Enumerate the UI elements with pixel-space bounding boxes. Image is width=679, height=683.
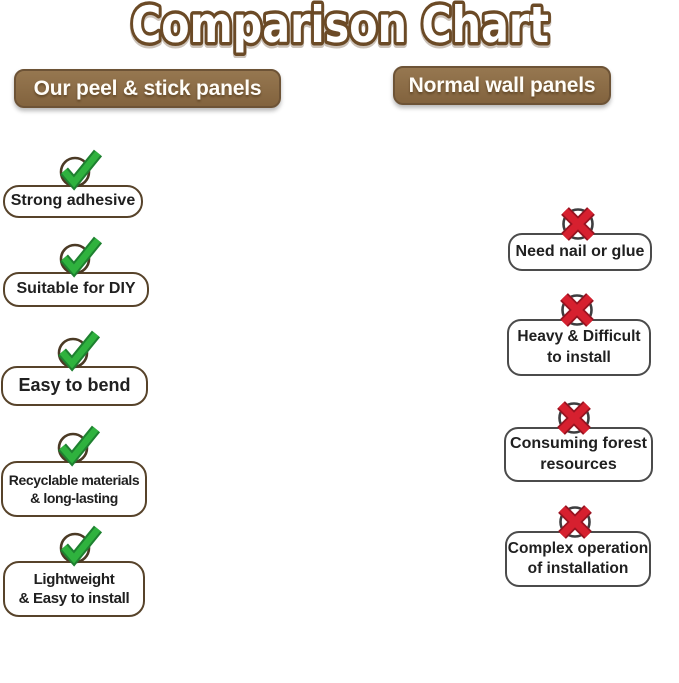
feature-item-recyclable: Recyclable materials & long-lasting [1,461,147,517]
bed-headboard [240,367,323,517]
left-column-header-label: Our peel & stick panels [33,76,262,100]
left-column-header: Our peel & stick panels [14,69,281,108]
check-icon [54,425,100,467]
bed [150,445,323,617]
feature-item-lightweight: Lightweight & Easy to install [3,561,145,617]
feature-item-easy-to-bend: Easy to bend [1,366,148,406]
weathered-wood-photo [333,108,534,674]
drawback-item-consuming-forest: Consuming forest resources [504,427,653,482]
drawback-label: Consuming forest resources [510,434,647,473]
check-icon [56,236,102,278]
drawback-label: Heavy & Difficult to install [517,328,641,366]
page-title: Comparison Chart Comparison Chart [127,0,553,58]
pendant-light [146,136,203,395]
right-column-header: Normal wall panels [393,66,611,105]
feature-label: Suitable for DIY [16,280,136,298]
feature-item-strong-adhesive: Strong adhesive [3,185,143,218]
check-icon [54,330,100,372]
drawback-item-heavy-difficult: Heavy & Difficult to install [507,319,651,376]
feature-item-suitable-for-diy: Suitable for DIY [3,272,149,307]
cross-icon [554,501,598,543]
ceiling [0,105,323,143]
drawback-label: Need nail or glue [515,242,645,260]
ceiling-shadow [100,135,323,139]
feature-label: Lightweight & Easy to install [18,570,130,608]
feature-label: Easy to bend [18,375,131,396]
cross-icon [553,397,597,439]
drawback-item-need-nail-or-glue: Need nail or glue [508,233,652,271]
svg-text:Comparison Chart: Comparison Chart [131,0,549,54]
feature-label: Recyclable materials & long-lasting [8,471,140,506]
right-column-header-label: Normal wall panels [408,73,596,97]
drawback-item-complex-operation: Complex operation of installation [505,531,651,587]
cross-icon [557,203,601,245]
cross-icon [556,289,600,331]
check-icon [56,525,102,567]
check-icon [56,149,102,191]
drawback-label: Complex operation of installation [507,539,649,577]
svg-text:Comparison Chart: Comparison Chart [131,0,549,56]
feature-label: Strong adhesive [10,192,136,210]
